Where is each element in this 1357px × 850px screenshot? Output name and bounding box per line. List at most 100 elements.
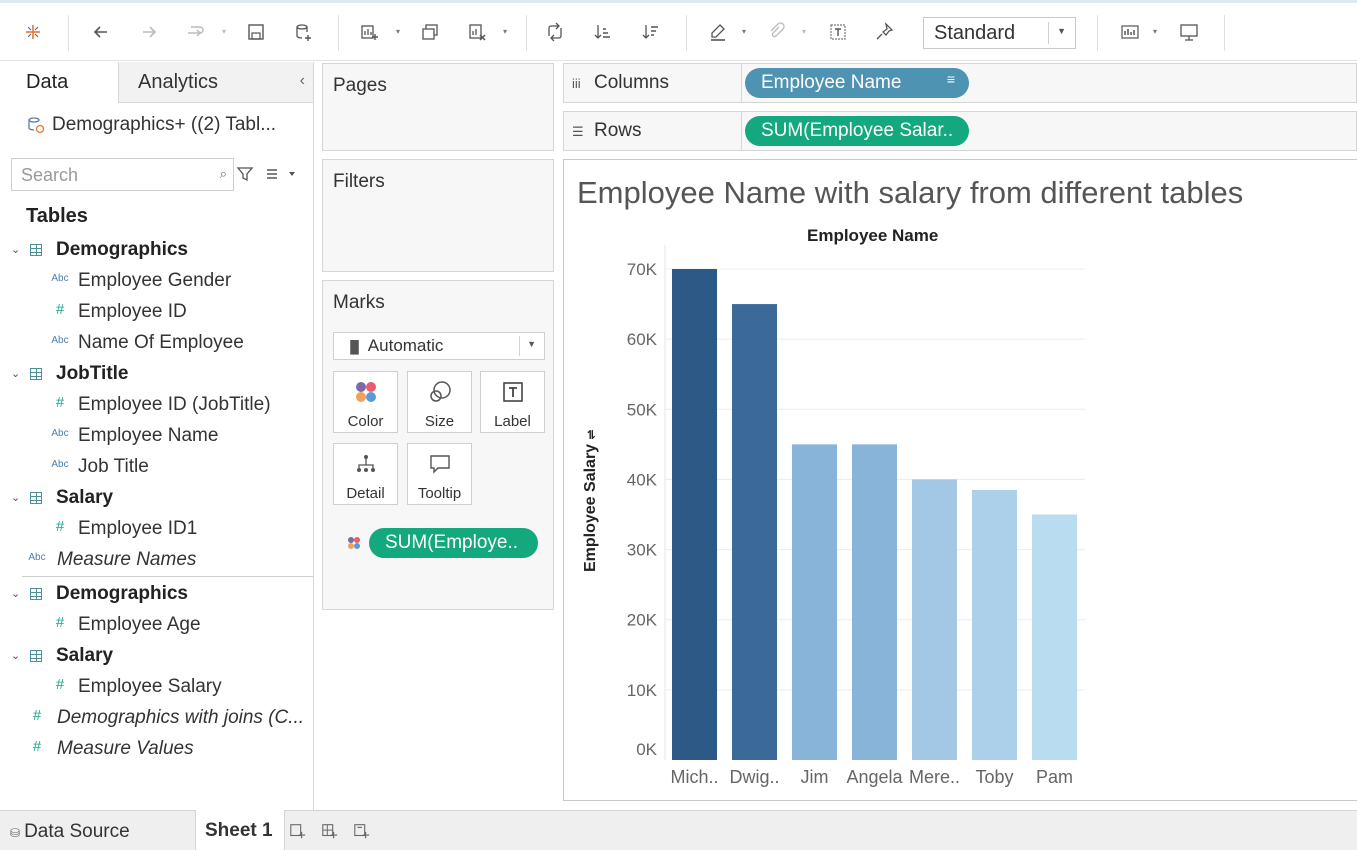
field-employee-salary[interactable]: # Employee Salary xyxy=(0,673,313,703)
bar[interactable] xyxy=(732,304,777,760)
tab-data[interactable]: Data xyxy=(0,62,118,103)
duplicate-sheet-icon[interactable] xyxy=(417,19,443,45)
clear-sheet-icon[interactable] xyxy=(464,19,490,45)
swap-rows-columns-icon[interactable] xyxy=(542,19,568,45)
y-axis-title-text: Employee Salary xyxy=(582,443,599,572)
sort-icon[interactable]: ⇌ xyxy=(584,429,598,440)
color-button[interactable]: Color xyxy=(333,371,398,433)
replay-icon[interactable] xyxy=(182,19,208,45)
chevron-down-icon[interactable]: ⌄ xyxy=(11,244,21,256)
toolbar-separator xyxy=(68,15,69,51)
show-me-dropdown-icon[interactable]: ▾ xyxy=(1152,26,1157,36)
field-demographics-with-joins[interactable]: # Demographics with joins (C... xyxy=(0,704,313,734)
presentation-mode-icon[interactable] xyxy=(1176,19,1202,45)
chevron-down-icon[interactable]: ⌄ xyxy=(11,588,21,600)
replay-dropdown-icon[interactable]: ▾ xyxy=(221,26,226,36)
bar[interactable] xyxy=(972,489,1017,760)
table-icon xyxy=(30,650,42,662)
sort-descending-icon[interactable]: ≡ xyxy=(946,71,955,87)
columns-shelf[interactable]: iii Columns Employee Name ≡ xyxy=(563,63,1357,103)
table-demographics-measures[interactable]: ⌄ Demographics xyxy=(0,580,313,610)
chevron-down-icon[interactable]: ⌄ xyxy=(11,650,21,662)
y-axis-title[interactable]: Employee Salary ⇌ xyxy=(582,429,600,572)
new-worksheet-icon[interactable] xyxy=(288,821,308,841)
label-button[interactable]: Label xyxy=(480,371,545,433)
y-tick-label: 70K xyxy=(627,260,658,279)
sort-ascending-icon[interactable] xyxy=(590,19,616,45)
show-me-icon[interactable] xyxy=(1117,19,1143,45)
bar[interactable] xyxy=(792,444,837,760)
chevron-down-icon[interactable]: ⌄ xyxy=(11,492,21,504)
dimensions-measures-divider xyxy=(22,576,313,577)
group-dropdown-icon[interactable]: ▾ xyxy=(801,26,806,36)
field-job-title[interactable]: Abc Job Title xyxy=(0,453,313,483)
bar[interactable] xyxy=(912,479,957,760)
bar[interactable] xyxy=(672,269,717,760)
save-icon[interactable] xyxy=(243,19,269,45)
view-size-value: Standard xyxy=(934,22,1016,44)
columns-label-text: Columns xyxy=(594,72,669,93)
x-axis-title[interactable]: Employee Name xyxy=(807,226,939,245)
new-dashboard-icon[interactable] xyxy=(320,821,340,841)
field-employee-id1[interactable]: # Employee ID1 xyxy=(0,515,313,545)
field-name-of-employee[interactable]: Abc Name Of Employee xyxy=(0,329,313,359)
field-employee-id-jobtitle[interactable]: # Employee ID (JobTitle) xyxy=(0,391,313,421)
new-story-icon[interactable] xyxy=(352,821,372,841)
fix-axes-icon[interactable] xyxy=(871,19,897,45)
x-tick-label[interactable]: Toby xyxy=(975,767,1013,787)
new-worksheet-icon[interactable] xyxy=(356,19,382,45)
view-options-button[interactable] xyxy=(265,166,297,182)
field-employee-name[interactable]: Abc Employee Name xyxy=(0,422,313,452)
table-demographics[interactable]: ⌄ Demographics xyxy=(0,236,313,266)
chevron-down-icon[interactable]: ⌄ xyxy=(11,368,21,380)
field-employee-gender[interactable]: Abc Employee Gender xyxy=(0,267,313,297)
top-accent-bar xyxy=(0,0,1357,3)
tableau-logo-icon[interactable] xyxy=(20,19,46,45)
color-field-pill[interactable]: SUM(Employe.. xyxy=(369,528,538,558)
bar[interactable] xyxy=(852,444,897,760)
clear-dropdown-icon[interactable]: ▾ xyxy=(502,26,507,36)
datasource-item[interactable]: Demographics+ ((2) Tabl... xyxy=(26,114,276,136)
rows-shelf[interactable]: ☰ Rows SUM(Employee Salar.. xyxy=(563,111,1357,151)
table-jobtitle[interactable]: ⌄ JobTitle xyxy=(0,360,313,390)
number-type-icon: # xyxy=(55,301,65,318)
redo-icon[interactable] xyxy=(136,19,162,45)
data-source-tab[interactable]: ⛁ Data Source xyxy=(0,811,195,850)
x-tick-label[interactable]: Mich.. xyxy=(670,767,718,787)
sheet-tab[interactable]: Sheet 1 xyxy=(195,810,285,850)
viz-title[interactable]: Employee Name with salary from different… xyxy=(577,175,1244,210)
highlight-dropdown-icon[interactable]: ▾ xyxy=(741,26,746,36)
field-employee-age[interactable]: # Employee Age xyxy=(0,611,313,641)
x-tick-label[interactable]: Angela xyxy=(846,767,903,787)
mark-type-select[interactable]: ▐▌ Automatic ▼ xyxy=(333,332,545,360)
size-button[interactable]: Size xyxy=(407,371,472,433)
collapse-pane-icon[interactable]: ‹ xyxy=(299,72,305,89)
sort-descending-icon[interactable] xyxy=(638,19,664,45)
filter-icon[interactable] xyxy=(236,165,254,183)
new-worksheet-dropdown-icon[interactable]: ▾ xyxy=(395,26,400,36)
table-salary[interactable]: ⌄ Salary xyxy=(0,484,313,514)
show-mark-labels-icon[interactable] xyxy=(825,19,851,45)
x-tick-label[interactable]: Jim xyxy=(801,767,829,787)
group-members-icon[interactable] xyxy=(763,19,789,45)
view-size-select[interactable]: Standard ▼ xyxy=(923,17,1076,49)
detail-button[interactable]: Detail xyxy=(333,443,398,505)
x-tick-label[interactable]: Mere.. xyxy=(909,767,960,787)
field-measure-values[interactable]: # Measure Values xyxy=(0,735,313,765)
columns-pill[interactable]: Employee Name ≡ xyxy=(745,68,969,98)
rows-pill[interactable]: SUM(Employee Salar.. xyxy=(745,116,969,146)
search-input[interactable]: Search ⌕ xyxy=(11,158,234,191)
field-employee-id[interactable]: # Employee ID xyxy=(0,298,313,328)
new-datasource-icon[interactable] xyxy=(290,19,316,45)
bar[interactable] xyxy=(1032,514,1077,761)
tooltip-button[interactable]: Tooltip xyxy=(407,443,472,505)
highlight-icon[interactable] xyxy=(705,19,731,45)
filters-card[interactable]: Filters xyxy=(322,159,554,272)
x-tick-label[interactable]: Pam xyxy=(1036,767,1073,787)
field-measure-names[interactable]: Abc Measure Names xyxy=(0,546,313,576)
table-salary-measures[interactable]: ⌄ Salary xyxy=(0,642,313,672)
tab-analytics[interactable]: Analytics ‹ xyxy=(118,62,313,103)
pages-card[interactable]: Pages xyxy=(322,63,554,151)
x-tick-label[interactable]: Dwig.. xyxy=(729,767,779,787)
undo-icon[interactable] xyxy=(88,19,114,45)
